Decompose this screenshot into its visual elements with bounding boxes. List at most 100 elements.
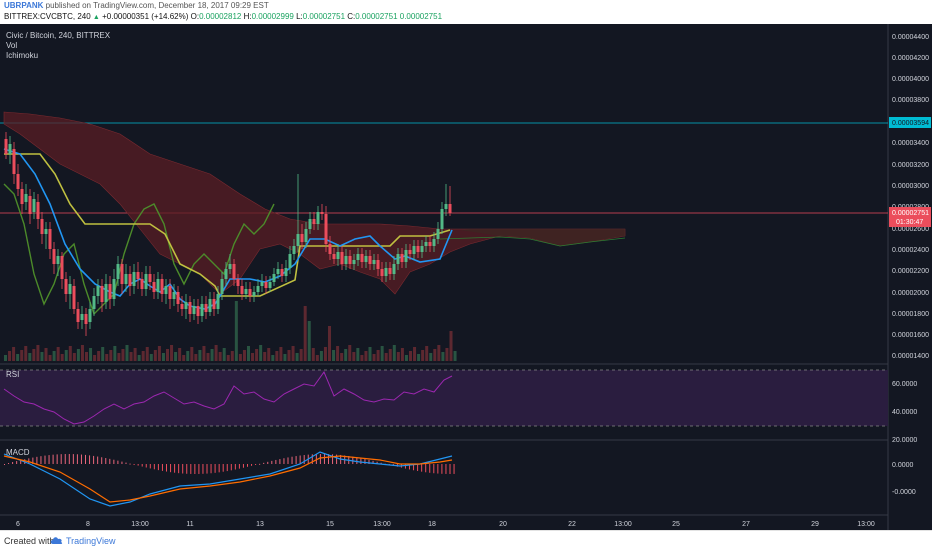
candle-body xyxy=(56,256,60,264)
candle-body xyxy=(332,254,336,259)
candle-body xyxy=(68,284,72,294)
candle-body xyxy=(100,286,104,302)
macd-hist-bar xyxy=(113,459,115,464)
header-bar: UBRPANK published on TradingView.com, De… xyxy=(0,0,932,24)
time-axis-label: 22 xyxy=(568,521,576,528)
candle-body xyxy=(120,264,124,284)
high-value: 0.00002999 xyxy=(251,12,294,21)
macd-hist-bar xyxy=(319,454,321,464)
volume-bar xyxy=(307,321,311,361)
volume-bar xyxy=(182,355,186,361)
volume-bar xyxy=(368,347,372,361)
candle-body xyxy=(124,274,128,284)
candle-body xyxy=(76,309,80,322)
macd-tick-0: 0.0000 xyxy=(892,462,914,469)
volume-bar xyxy=(214,345,218,361)
candle-body xyxy=(60,256,64,279)
macd-hist-bar xyxy=(137,464,139,466)
macd-hist-bar xyxy=(198,464,200,474)
time-axis-label: 25 xyxy=(672,521,680,528)
candle-body xyxy=(136,272,140,279)
candle-body xyxy=(196,306,200,316)
low-value: 0.00002751 xyxy=(302,12,346,21)
volume-bar xyxy=(404,355,408,361)
cyan-price-tag-text: 0.00003594 xyxy=(892,120,929,127)
macd-hist-bar xyxy=(16,461,18,464)
price-axis-label: 0.00001800 xyxy=(892,311,929,318)
legend-vol: Vol xyxy=(6,41,17,50)
macd-hist-bar xyxy=(40,456,42,464)
volume-bar xyxy=(255,349,259,361)
candle-body xyxy=(152,282,156,292)
candle-body xyxy=(188,302,192,314)
macd-hist-bar xyxy=(445,464,447,474)
macd-hist-bar xyxy=(303,455,305,464)
volume-bar xyxy=(125,345,129,361)
volume-bar xyxy=(287,350,291,361)
volume-bar xyxy=(453,351,457,361)
chart-area[interactable]: Civic / Bitcoin, 240, BITTREX Vol Ichimo… xyxy=(0,24,932,530)
volume-bar xyxy=(157,346,161,361)
volume-bar xyxy=(121,349,125,361)
candle-body xyxy=(428,242,432,246)
volume-bar xyxy=(344,349,348,361)
macd-hist-bar xyxy=(8,463,10,465)
candle-body xyxy=(248,289,252,296)
price-axis-label: 0.00004000 xyxy=(892,76,929,83)
macd-hist-bar xyxy=(64,454,66,464)
macd-hist-bar xyxy=(328,454,329,464)
candle-body xyxy=(132,272,136,286)
candle-body xyxy=(160,279,164,294)
macd-hist-bar xyxy=(263,462,265,464)
price-axis-label: 0.00004400 xyxy=(892,34,929,41)
macd-hist-bar xyxy=(259,463,261,465)
time-axis-label: 18 xyxy=(428,521,436,528)
chart-background xyxy=(0,24,932,530)
volume-bar xyxy=(356,348,360,361)
candle-body xyxy=(436,229,440,239)
author-link[interactable]: UBRPANK xyxy=(4,1,44,10)
volume-bar xyxy=(445,348,449,361)
senkou-b-line xyxy=(439,236,626,247)
candle-body xyxy=(356,254,360,260)
candle-body xyxy=(28,196,32,214)
candle-body xyxy=(336,252,340,259)
volume-bar xyxy=(76,349,80,361)
volume-bar xyxy=(198,350,202,361)
macd-hist-bar xyxy=(194,464,196,474)
volume-bar xyxy=(101,347,105,361)
macd-hist-bar xyxy=(101,457,103,464)
macd-hist-bar xyxy=(356,457,358,464)
candle-body xyxy=(180,304,184,309)
candle-body xyxy=(316,212,320,224)
time-axis[interactable]: 6 8 13:00 11 13 15 13:00 18 20 22 13:00 25 27 29 13:00 xyxy=(16,521,875,528)
candle-body xyxy=(388,268,392,274)
macd-histogram xyxy=(4,454,455,474)
candle-body xyxy=(240,286,244,294)
tradingview-brand-link[interactable]: TradingView xyxy=(66,536,116,546)
volume-bar xyxy=(12,347,16,361)
volume-bar xyxy=(388,349,392,361)
macd-hist-bar xyxy=(12,462,14,464)
macd-hist-bar xyxy=(97,456,99,464)
volume-bar xyxy=(4,355,7,361)
candle-body xyxy=(48,229,52,249)
candle-body xyxy=(216,294,220,309)
chart-svg[interactable]: Civic / Bitcoin, 240, BITTREX Vol Ichimo… xyxy=(0,24,932,530)
macd-hist-bar xyxy=(32,457,34,464)
candle-body xyxy=(392,264,396,274)
volume-bar xyxy=(315,355,319,361)
candle-body xyxy=(272,274,276,282)
macd-hist-bar xyxy=(93,455,95,464)
candle-body xyxy=(116,264,120,279)
candle-body xyxy=(24,194,28,202)
candle-body xyxy=(360,254,364,262)
macd-hist-bar xyxy=(89,455,91,464)
legend-ichimoku: Ichimoku xyxy=(6,51,38,60)
macd-hist-bar xyxy=(409,464,410,470)
volume-bar xyxy=(328,326,331,361)
macd-hist-bar xyxy=(121,461,123,464)
up-arrow-icon: ▲ xyxy=(92,14,100,21)
candle-body xyxy=(340,252,344,264)
candle-body xyxy=(324,214,328,244)
